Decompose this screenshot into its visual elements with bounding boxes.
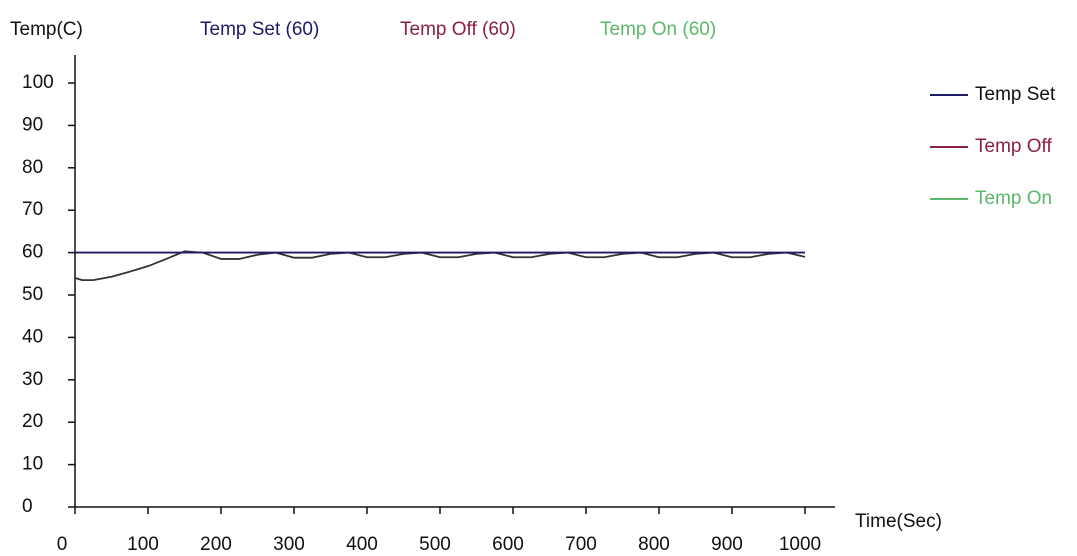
x-tick-label: 300	[273, 534, 305, 555]
y-tick-label: 40	[22, 326, 43, 347]
x-axis-label: Time(Sec)	[855, 511, 942, 532]
y-tick-label: 30	[22, 369, 43, 390]
y-tick-label: 0	[22, 496, 33, 517]
y-tick-label: 60	[22, 242, 43, 263]
y-tick-label: 20	[22, 411, 43, 432]
x-tick-label: 400	[346, 534, 378, 555]
legend-label: Temp On	[975, 188, 1052, 209]
x-tick-label: 600	[492, 534, 524, 555]
y-tick-label: 100	[22, 72, 54, 93]
x-tick-label: 900	[711, 534, 743, 555]
x-tick-label: 200	[200, 534, 232, 555]
y-tick-label: 70	[22, 199, 43, 220]
header-label: Temp Off (60)	[400, 19, 516, 40]
y-tick-label: 80	[22, 157, 43, 178]
x-tick-label: 0	[57, 534, 68, 555]
x-tick-label: 800	[638, 534, 670, 555]
x-tick-label: 1000	[779, 534, 821, 555]
x-tick-label: 500	[419, 534, 451, 555]
series-line	[75, 251, 805, 280]
legend-label: Temp Off	[975, 136, 1052, 157]
header-label: Temp Set (60)	[200, 19, 319, 40]
x-tick-label: 100	[127, 534, 159, 555]
x-tick-label: 700	[565, 534, 597, 555]
y-tick-label: 90	[22, 114, 43, 135]
header-label: Temp On (60)	[600, 19, 716, 40]
y-axis-label: Temp(C)	[10, 19, 83, 40]
y-tick-label: 10	[22, 454, 43, 475]
chart: Temp(C) Time(Sec) 0 10 20 30 40 50 60 70 80 90 100…	[0, 0, 1077, 556]
legend-label: Temp Set	[975, 84, 1056, 105]
y-tick-label: 50	[22, 284, 43, 305]
